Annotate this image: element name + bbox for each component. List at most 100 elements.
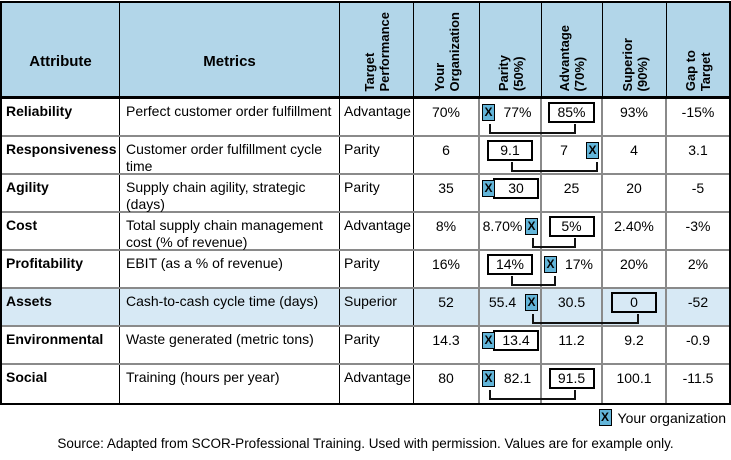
table-row-agility: Agility Supply chain agility, strategic … (2, 175, 729, 213)
table-header-row: Attribute Metrics Target Performance You… (2, 3, 729, 99)
target-performance-cell: Advantage (340, 99, 414, 135)
parity-value: 8.70% (482, 218, 523, 234)
parity-cell: X 77% (480, 99, 542, 135)
gap-cell: 2% (687, 256, 709, 272)
target-performance-cell: Parity (340, 251, 414, 287)
target-box: 91.5 (548, 368, 595, 389)
metric-cell: Total supply chain management cost (% of… (120, 213, 340, 250)
metric-cell: Supply chain agility, strategic (days) (120, 175, 340, 212)
superior-cell: 100.1 (603, 365, 667, 403)
target-box: 30 (493, 178, 539, 199)
target-box: 0 (611, 292, 657, 313)
col-header-your-organization: Your Organization (414, 3, 480, 96)
col-header-target-performance-label: Target Performance (361, 11, 392, 91)
superior-cell: 0 (603, 289, 667, 325)
col-header-advantage: Advantage (70%) (542, 3, 603, 96)
your-organization-cell: 6 (414, 137, 480, 173)
advantage-value: 7 (560, 142, 568, 158)
attribute-cell: Environmental (2, 327, 120, 363)
advantage-cell: X 17% (542, 251, 603, 287)
parity-value: 82.1 (503, 370, 532, 386)
advantage-cell: 25 (542, 175, 603, 211)
your-organization-cell: 16% (414, 251, 480, 287)
table-row-social: Social Training (hours per year) Advanta… (2, 365, 729, 403)
table-row-environmental: Environmental Waste generated (metric to… (2, 327, 729, 365)
col-header-gap-to-target: Gap to Target (667, 3, 729, 96)
table-row-cost: Cost Total supply chain management cost … (2, 213, 729, 251)
parity-value: 55.4 (488, 294, 517, 310)
col-header-gap-to-target-label: Gap to Target (683, 49, 713, 91)
benchmark-table: Attribute Metrics Target Performance You… (0, 1, 731, 405)
gap-connector-line (532, 314, 639, 324)
col-header-metrics: Metrics (120, 3, 340, 96)
parity-cell: 8.70% X (480, 213, 542, 249)
attribute-cell: Cost (2, 213, 120, 249)
table-row-assets: Assets Cash-to-cash cycle time (days) Su… (2, 289, 729, 327)
your-org-marker-icon: X (544, 256, 557, 273)
advantage-cell: 7 X (542, 137, 603, 173)
col-header-superior: Superior (90%) (603, 3, 667, 96)
your-org-marker-icon: X (598, 409, 612, 426)
attribute-cell: Responsiveness (2, 137, 120, 173)
your-org-marker-icon: X (525, 218, 538, 235)
gap-cell: -11.5 (682, 370, 714, 386)
parity-cell: 14% (480, 251, 542, 287)
metric-cell: Training (hours per year) (120, 365, 340, 403)
your-org-marker-icon: X (482, 370, 495, 387)
target-box: 9.1 (487, 140, 533, 161)
metric-cell: EBIT (as a % of revenue) (120, 251, 340, 287)
col-header-attribute: Attribute (2, 3, 120, 96)
gap-cell: -52 (687, 294, 709, 310)
col-header-advantage-label: Advantage (70%) (557, 24, 587, 91)
advantage-cell: 91.5 (542, 365, 603, 403)
advantage-cell: 30.5 (542, 289, 603, 325)
legend-label: Your organization (617, 409, 726, 426)
your-org-marker-icon: X (482, 180, 495, 197)
your-org-marker-icon: X (482, 104, 495, 121)
parity-cell: X 82.1 (480, 365, 542, 403)
gap-connector-line (489, 124, 576, 134)
superior-cell: 4 (603, 137, 667, 173)
gap-cell: -0.9 (685, 332, 711, 348)
parity-cell: 9.1 (480, 137, 542, 173)
superior-cell: 2.40% (603, 213, 667, 249)
superior-cell: 20% (603, 251, 667, 287)
target-performance-cell: Superior (340, 289, 414, 325)
your-organization-cell: 35 (414, 175, 480, 211)
gap-cell: -5 (691, 180, 705, 196)
advantage-value: 17% (564, 256, 594, 272)
your-org-marker-icon: X (482, 332, 495, 349)
target-box: 14% (486, 254, 534, 275)
target-performance-cell: Advantage (340, 365, 414, 403)
your-org-marker-icon: X (525, 294, 538, 311)
advantage-cell: 11.2 (542, 327, 603, 363)
superior-cell: 9.2 (603, 327, 667, 363)
target-performance-cell: Parity (340, 175, 414, 211)
legend: X Your organization (598, 409, 726, 426)
attribute-cell: Assets (2, 289, 120, 325)
table-row-reliability: Reliability Perfect customer order fulfi… (2, 99, 729, 137)
target-performance-cell: Parity (340, 327, 414, 363)
parity-cell: 55.4 X (480, 289, 542, 325)
attribute-cell: Agility (2, 175, 120, 211)
your-organization-cell: 70% (414, 99, 480, 135)
metric-cell: Cash-to-cash cycle time (days) (120, 289, 340, 325)
your-organization-cell: 52 (414, 289, 480, 325)
your-org-marker-icon: X (586, 142, 599, 159)
metric-cell: Perfect customer order fulfillment (120, 99, 340, 135)
advantage-cell: 85% (542, 99, 603, 135)
table-row-responsiveness: Responsiveness Customer order fulfillmen… (2, 137, 729, 175)
col-header-parity: Parity (50%) (480, 3, 542, 96)
attribute-cell: Reliability (2, 99, 120, 135)
target-performance-cell: Advantage (340, 213, 414, 249)
gap-connector-line (511, 162, 598, 172)
source-note: Source: Adapted from SCOR-Professional T… (57, 436, 674, 451)
col-header-superior-label: Superior (90%) (619, 37, 650, 91)
col-header-target-performance: Target Performance (340, 3, 414, 96)
target-box: 5% (548, 216, 595, 237)
col-header-your-organization-label: Your Organization (431, 11, 462, 91)
superior-cell: 93% (603, 99, 667, 135)
gap-cell: 3.1 (688, 142, 708, 158)
attribute-cell: Profitability (2, 251, 120, 287)
gap-cell: -3% (685, 218, 711, 234)
